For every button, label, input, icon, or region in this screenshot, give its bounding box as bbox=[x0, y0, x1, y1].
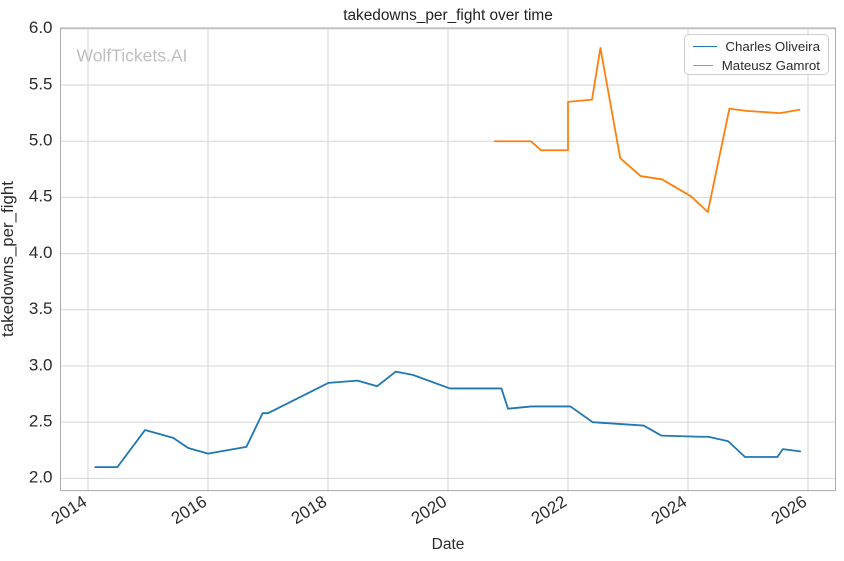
svg-text:2020: 2020 bbox=[408, 492, 450, 528]
svg-text:2.5: 2.5 bbox=[29, 411, 53, 430]
svg-text:4.5: 4.5 bbox=[29, 187, 53, 206]
svg-text:2016: 2016 bbox=[168, 492, 210, 528]
svg-text:3.5: 3.5 bbox=[29, 299, 53, 318]
svg-text:3.0: 3.0 bbox=[29, 355, 53, 374]
svg-text:2018: 2018 bbox=[288, 492, 330, 528]
svg-text:5.5: 5.5 bbox=[29, 74, 53, 93]
svg-text:2014: 2014 bbox=[48, 492, 90, 528]
svg-text:2.0: 2.0 bbox=[29, 468, 53, 487]
svg-text:4.0: 4.0 bbox=[29, 243, 53, 262]
svg-text:2024: 2024 bbox=[648, 492, 690, 528]
svg-text:2026: 2026 bbox=[768, 492, 810, 528]
svg-text:5.0: 5.0 bbox=[29, 131, 53, 150]
svg-text:2022: 2022 bbox=[528, 492, 570, 528]
svg-text:WolfTickets.AI: WolfTickets.AI bbox=[77, 46, 188, 66]
svg-text:6.0: 6.0 bbox=[29, 18, 53, 37]
